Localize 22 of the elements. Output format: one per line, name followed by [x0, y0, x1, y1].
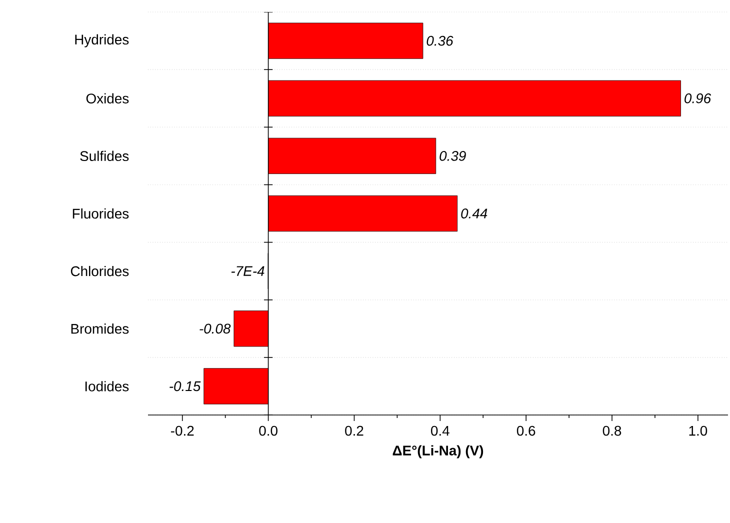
data-label: 0.36 — [426, 36, 454, 46]
x-tick-label: 1.0 — [689, 426, 708, 436]
data-label: -0.15 — [170, 381, 201, 392]
x-tick-label: -0.2 — [170, 426, 194, 436]
y-tick-label: Sulfides — [80, 150, 129, 162]
data-label: -0.08 — [200, 324, 231, 334]
y-tick-label: Hydrides — [75, 34, 129, 48]
data-label: -7E-4 — [231, 266, 264, 276]
x-tick-label: 0.0 — [259, 426, 278, 436]
data-label: 0.44 — [461, 208, 488, 218]
y-tick-label: Iodides — [85, 381, 129, 392]
y-tick-label: Chlorides — [70, 266, 129, 276]
data-label: 0.96 — [684, 93, 712, 104]
y-tick-label: Bromides — [71, 324, 129, 334]
x-tick-label: 0.4 — [431, 426, 450, 436]
y-tick-label: Oxides — [86, 93, 129, 104]
x-tick-label: 0.2 — [345, 426, 364, 436]
x-tick-label: 0.8 — [602, 426, 622, 436]
data-label: 0.39 — [440, 150, 466, 161]
x-axis-title: ΔE°(Li-Na) (V) — [392, 445, 484, 458]
y-tick-label: Fluorides — [72, 208, 129, 219]
x-tick-label: 0.6 — [516, 426, 536, 436]
